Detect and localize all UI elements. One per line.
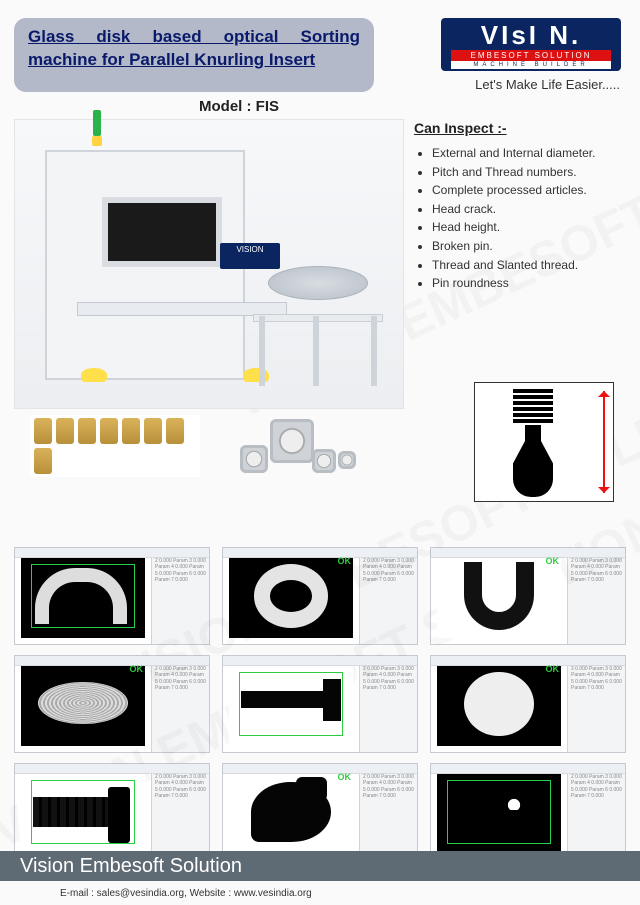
window-menubar bbox=[431, 656, 625, 666]
part-silhouette-icon bbox=[38, 682, 127, 724]
software-screenshot: Param 1 0.000 Param 2 0.000 Param 3 0.00… bbox=[430, 763, 626, 861]
inspect-item: Head crack. bbox=[432, 200, 624, 219]
machine-column: Model : FIS VISION bbox=[14, 98, 404, 409]
hex-nut-icon bbox=[312, 449, 336, 473]
inspect-item: External and Internal diameter. bbox=[432, 144, 624, 163]
window-menubar bbox=[15, 764, 209, 774]
part-silhouette-icon bbox=[464, 672, 533, 736]
inspect-item: Thread and Slanted thread. bbox=[432, 256, 624, 275]
status-ok: OK bbox=[338, 556, 352, 566]
software-screenshot: Param 1 0.000 Param 2 0.000 Param 3 0.00… bbox=[222, 655, 418, 753]
result-panel: Param 1 0.000 Param 2 0.000 Param 3 0.00… bbox=[359, 656, 417, 752]
window-menubar bbox=[15, 548, 209, 558]
window-menubar bbox=[431, 548, 625, 558]
inspect-item: Complete processed articles. bbox=[432, 181, 624, 200]
inspection-view: OK bbox=[437, 662, 561, 746]
inspect-item: Head height. bbox=[432, 218, 624, 237]
vibratory-bowl-icon bbox=[268, 266, 368, 300]
table-leg bbox=[313, 316, 319, 386]
hex-nut-icon bbox=[338, 451, 356, 469]
inspect-item: Pin roundness bbox=[432, 274, 624, 293]
software-screenshot: OK Param 1 0.000 Param 2 0.000 Param 3 0… bbox=[222, 763, 418, 861]
table-leg bbox=[259, 316, 265, 386]
software-screenshot: OK Param 1 0.000 Param 2 0.000 Param 3 0… bbox=[430, 655, 626, 753]
result-panel: Param 1 0.000 Param 2 0.000 Param 3 0.00… bbox=[151, 764, 209, 860]
result-panel: Param 1 0.000 Param 2 0.000 Param 3 0.00… bbox=[567, 548, 625, 644]
brand-logo-text: VIsI N. bbox=[451, 22, 611, 48]
software-screenshot: Param 1 0.000 Param 2 0.000 Param 3 0.00… bbox=[14, 763, 210, 861]
software-screenshot: OK Param 1 0.000 Param 2 0.000 Param 3 0… bbox=[430, 547, 626, 645]
page-title: Glass disk based optical Sorting machine… bbox=[14, 18, 374, 92]
result-panel: Param 1 0.000 Param 2 0.000 Param 3 0.00… bbox=[359, 548, 417, 644]
machine-foot-icon bbox=[81, 368, 107, 382]
pin-silhouette-diagram bbox=[474, 382, 614, 502]
footer-contact: E-mail : sales@vesindia.org, Website : w… bbox=[0, 888, 640, 899]
signal-lamp-icon bbox=[93, 110, 101, 136]
header: Glass disk based optical Sorting machine… bbox=[0, 0, 640, 92]
inspect-list: External and Internal diameter. Pitch an… bbox=[414, 144, 624, 293]
inspection-view bbox=[21, 770, 145, 854]
machine-photo: VISION bbox=[14, 119, 404, 409]
pin-thread-icon bbox=[513, 389, 553, 425]
part-silhouette-icon bbox=[464, 562, 533, 629]
status-ok: OK bbox=[130, 664, 144, 674]
window-menubar bbox=[223, 764, 417, 774]
table-leg bbox=[371, 316, 377, 386]
brand-logo-sub: EMBESOFT SOLUTION bbox=[451, 50, 611, 61]
window-menubar bbox=[223, 548, 417, 558]
pin-body-icon bbox=[513, 441, 553, 497]
software-screenshot: Param 1 0.000 Param 2 0.000 Param 3 0.00… bbox=[14, 547, 210, 645]
result-panel: Param 1 0.000 Param 2 0.000 Param 3 0.00… bbox=[567, 656, 625, 752]
hex-nut-icon bbox=[240, 445, 268, 473]
inspection-view bbox=[437, 770, 561, 854]
inspect-item: Pitch and Thread numbers. bbox=[432, 163, 624, 182]
window-menubar bbox=[15, 656, 209, 666]
inspection-view bbox=[229, 662, 353, 746]
machine-monitor: VISION bbox=[102, 197, 222, 267]
part-silhouette-icon bbox=[251, 782, 330, 842]
inspect-item: Broken pin. bbox=[432, 237, 624, 256]
result-panel: Param 1 0.000 Param 2 0.000 Param 3 0.00… bbox=[151, 548, 209, 644]
brand-block: VIsI N. EMBESOFT SOLUTION MACHINE BUILDE… bbox=[436, 18, 626, 92]
inspect-column: Can Inspect :- External and Internal dia… bbox=[414, 98, 624, 409]
hex-nuts-photo bbox=[240, 415, 370, 477]
screenshot-grid: Param 1 0.000 Param 2 0.000 Param 3 0.00… bbox=[0, 533, 640, 861]
pin-silhouette bbox=[513, 389, 553, 497]
footer-company-bar: Vision Embesoft Solution bbox=[0, 851, 640, 881]
inspection-view: OK bbox=[229, 554, 353, 638]
part-silhouette-icon bbox=[254, 564, 328, 628]
brand-tagline: Let's Make Life Easier..... bbox=[436, 77, 626, 92]
result-panel: Param 1 0.000 Param 2 0.000 Param 3 0.00… bbox=[151, 656, 209, 752]
model-label: Model : FIS bbox=[74, 98, 404, 115]
feeder-table bbox=[253, 266, 383, 386]
brand-logo-sub2: MACHINE BUILDER bbox=[451, 61, 611, 69]
roi-box-icon bbox=[31, 564, 135, 628]
inspection-view: OK bbox=[21, 662, 145, 746]
window-menubar bbox=[431, 764, 625, 774]
hex-nut-icon bbox=[270, 419, 314, 463]
inspect-heading: Can Inspect :- bbox=[414, 120, 624, 136]
machine-cabinet: VISION bbox=[45, 150, 245, 380]
roi-box-icon bbox=[31, 780, 135, 844]
software-screenshot: OK Param 1 0.000 Param 2 0.000 Param 3 0… bbox=[14, 655, 210, 753]
inspection-view: OK bbox=[437, 554, 561, 638]
pin-neck-icon bbox=[525, 425, 541, 441]
inspection-view bbox=[21, 554, 145, 638]
height-arrow-icon bbox=[603, 391, 605, 493]
brand-logo: VIsI N. EMBESOFT SOLUTION MACHINE BUILDE… bbox=[441, 18, 621, 71]
brass-parts-photo bbox=[30, 415, 200, 477]
status-ok: OK bbox=[338, 772, 352, 782]
status-ok: OK bbox=[546, 556, 560, 566]
result-panel: Param 1 0.000 Param 2 0.000 Param 3 0.00… bbox=[567, 764, 625, 860]
result-panel: Param 1 0.000 Param 2 0.000 Param 3 0.00… bbox=[359, 764, 417, 860]
window-menubar bbox=[223, 656, 417, 666]
inspection-view: OK bbox=[229, 770, 353, 854]
part-silhouette-icon bbox=[447, 780, 551, 844]
roi-box-icon bbox=[239, 672, 343, 736]
software-screenshot: OK Param 1 0.000 Param 2 0.000 Param 3 0… bbox=[222, 547, 418, 645]
status-ok: OK bbox=[546, 664, 560, 674]
